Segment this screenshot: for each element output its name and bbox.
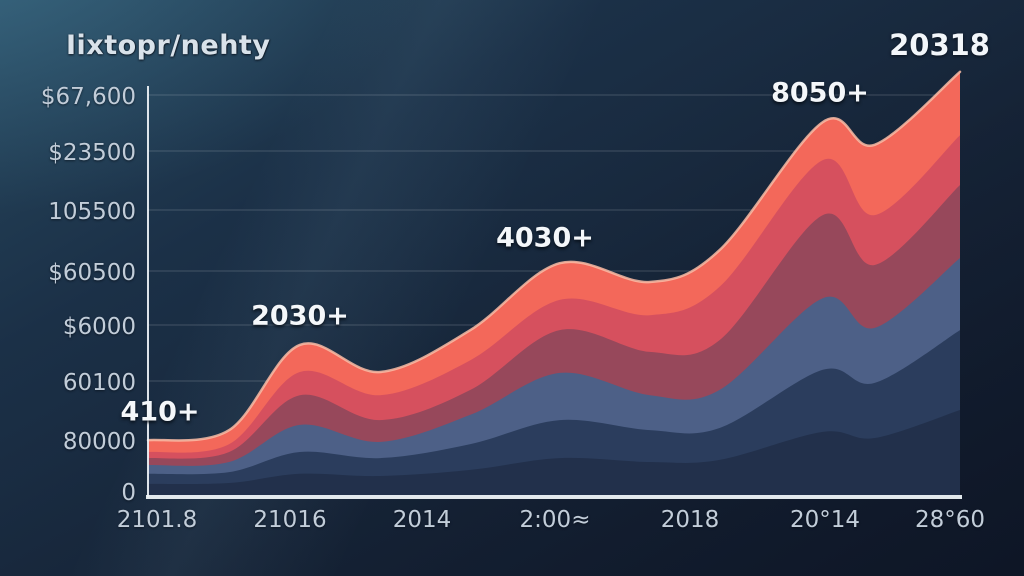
y-axis-label: $67,600: [40, 84, 136, 110]
y-axis-label: 60100: [62, 370, 136, 396]
top-right-value-label: 20318: [889, 28, 990, 62]
x-axis-label: 28°60: [914, 507, 986, 533]
x-axis-label: 2014: [392, 507, 452, 533]
chart-title: Iixtopr/nehty: [66, 30, 271, 61]
area-top-edge-highlight: [146, 70, 962, 442]
data-point-annotation: 8050+: [771, 77, 869, 109]
x-axis-label: 2018: [660, 507, 720, 533]
y-axis-label: $23500: [48, 140, 136, 166]
data-point-annotation: 410+: [120, 396, 200, 428]
y-axis-label: 105500: [48, 199, 136, 225]
y-axis-label: 80000: [62, 429, 136, 455]
x-axis-label: 2:00≈: [519, 507, 591, 533]
data-point-annotation: 2030+: [251, 300, 349, 332]
y-axis-label: 0: [121, 480, 136, 506]
y-axis-label: $6000: [62, 314, 136, 340]
y-axis-label: $60500: [48, 260, 136, 286]
area-layer-1-deep-navy: [148, 410, 960, 497]
data-point-annotation: 4030+: [496, 222, 594, 254]
x-axis-label: 2101.8: [116, 507, 198, 533]
x-axis-label: 20°14: [789, 507, 861, 533]
x-axis-label: 21016: [253, 507, 327, 533]
